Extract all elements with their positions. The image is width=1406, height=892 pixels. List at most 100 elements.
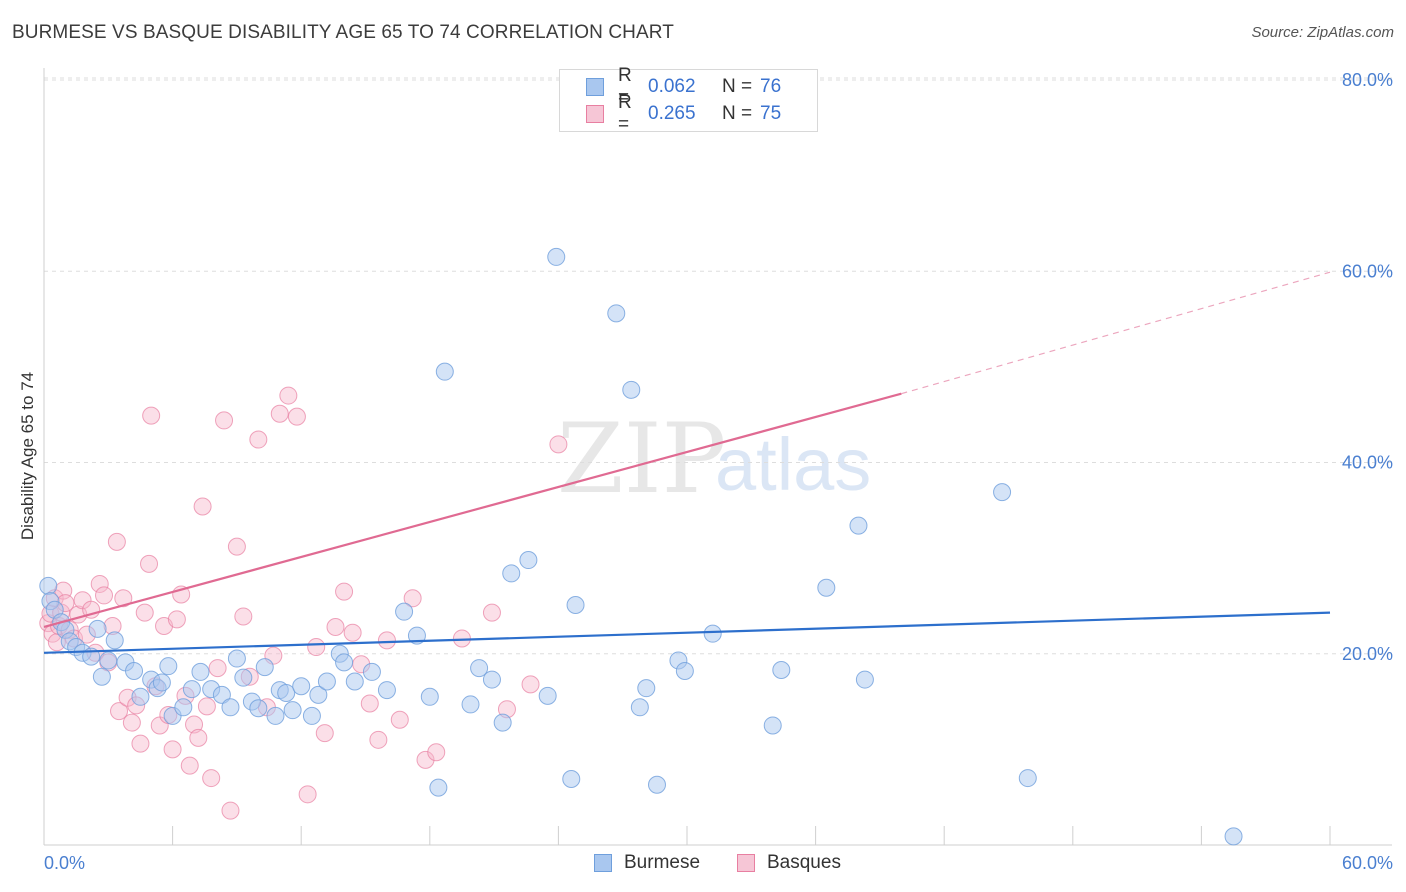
burmese-point	[99, 651, 118, 670]
burmese-point	[470, 659, 489, 678]
legend-swatch-basques	[737, 854, 755, 872]
legend-n-value: 76	[760, 76, 782, 97]
legend-n-label: N =	[722, 76, 753, 97]
legend-swatch-basques	[586, 105, 604, 123]
burmese-point	[502, 564, 521, 583]
burmese-point	[309, 685, 328, 704]
basques-point	[221, 801, 240, 820]
burmese-point	[763, 716, 782, 735]
basques-point	[343, 623, 362, 642]
burmese-point	[234, 668, 253, 687]
y-tick-label: 40.0%	[1342, 453, 1393, 473]
burmese-point	[622, 380, 641, 399]
basques-point	[215, 411, 234, 430]
y-tick-labels: 20.0% 40.0% 60.0% 80.0%	[1342, 70, 1393, 664]
burmese-trend-line	[43, 611, 1331, 654]
burmese-point	[125, 661, 144, 680]
legend-swatch-burmese	[594, 854, 612, 872]
basques-point	[227, 537, 246, 556]
basques-point	[167, 610, 186, 629]
axes	[43, 68, 1392, 846]
basques-point	[249, 430, 268, 449]
burmese-point	[212, 685, 231, 704]
basques-point	[377, 631, 396, 650]
legend-swatch-burmese	[586, 78, 604, 96]
burmese-point	[630, 698, 649, 717]
burmese-point	[849, 516, 868, 535]
x-tick-label: 0.0%	[44, 853, 85, 873]
basques-point	[427, 743, 446, 762]
burmese-point	[435, 362, 454, 381]
basques-point	[193, 497, 212, 516]
x-tick-label: 60.0%	[1342, 853, 1393, 873]
basques-point	[270, 404, 289, 423]
basques-point	[452, 629, 471, 648]
trend-lines	[43, 271, 1331, 654]
burmese-point	[335, 653, 354, 672]
burmese-point	[159, 657, 178, 676]
burmese-point	[345, 672, 364, 691]
burmese-point	[703, 624, 722, 643]
legend-r-value: 0.265	[648, 103, 696, 124]
legend-item-basques[interactable]: Basques	[737, 852, 841, 874]
basques-trend-line	[43, 392, 902, 629]
burmese-point	[993, 483, 1012, 502]
burmese-point	[317, 672, 336, 691]
basques-point	[360, 694, 379, 713]
basques-trend-extension	[901, 271, 1331, 395]
basques-point	[107, 532, 126, 551]
basques-point	[369, 730, 388, 749]
basques-point	[298, 785, 317, 804]
burmese-point	[152, 673, 171, 692]
burmese-point	[637, 679, 656, 698]
watermark-atlas: atlas	[715, 423, 871, 506]
burmese-point	[519, 551, 538, 570]
burmese-point	[607, 304, 626, 323]
chart-title: BURMESE VS BASQUE DISABILITY AGE 65 TO 7…	[12, 22, 674, 43]
legend-r-value: 0.062	[648, 76, 696, 97]
basques-point	[95, 586, 114, 605]
gridlines	[44, 77, 1392, 655]
burmese-point	[461, 695, 480, 714]
legend-r-label: R =	[618, 92, 632, 135]
basques-point	[135, 603, 154, 622]
legend-r-label: R =	[618, 65, 632, 108]
basques-point	[287, 407, 306, 426]
basques-point	[335, 582, 354, 601]
y-tick-label: 80.0%	[1342, 70, 1393, 90]
burmese-point	[566, 595, 585, 614]
stats-legend: R = 0.062 N = 76 R = 0.265 N = 75	[559, 65, 818, 135]
legend-item-burmese[interactable]: Burmese	[594, 852, 700, 874]
burmese-point	[255, 658, 274, 677]
burmese-points	[39, 247, 1243, 846]
legend-row-burmese: R = 0.062 N = 76	[586, 65, 782, 108]
basques-point	[142, 406, 161, 425]
burmese-point	[174, 698, 193, 717]
burmese-point	[395, 602, 414, 621]
burmese-point	[1224, 827, 1243, 846]
burmese-point	[1018, 769, 1037, 788]
y-tick-label: 20.0%	[1342, 644, 1393, 664]
x-tick-labels: 0.0% 60.0%	[44, 853, 1393, 873]
burmese-point	[182, 680, 201, 699]
basques-point	[234, 607, 253, 626]
burmese-point	[647, 775, 666, 794]
burmese-point	[249, 699, 268, 718]
burmese-point	[817, 578, 836, 597]
burmese-point	[362, 662, 381, 681]
burmese-point	[772, 661, 791, 680]
basques-point	[315, 724, 334, 743]
basques-point	[416, 750, 435, 769]
basques-point	[326, 617, 345, 636]
basques-point	[185, 715, 204, 734]
burmese-point	[429, 778, 448, 797]
basques-point	[202, 769, 221, 788]
basques-point	[131, 734, 150, 753]
burmese-point	[105, 631, 124, 650]
burmese-point	[88, 619, 107, 638]
y-tick-label: 60.0%	[1342, 261, 1393, 281]
burmese-point	[562, 770, 581, 789]
burmese-point	[493, 713, 512, 732]
burmese-point	[675, 661, 694, 680]
